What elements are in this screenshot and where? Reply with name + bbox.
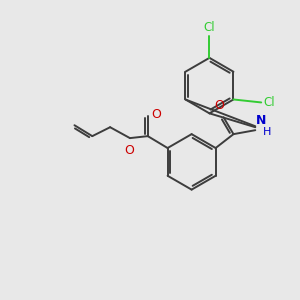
Text: O: O (124, 144, 134, 157)
Text: Cl: Cl (204, 21, 215, 34)
Text: Cl: Cl (263, 96, 275, 109)
Text: O: O (215, 99, 224, 112)
Text: O: O (152, 108, 162, 121)
Text: H: H (263, 127, 272, 137)
Text: N: N (256, 114, 267, 127)
